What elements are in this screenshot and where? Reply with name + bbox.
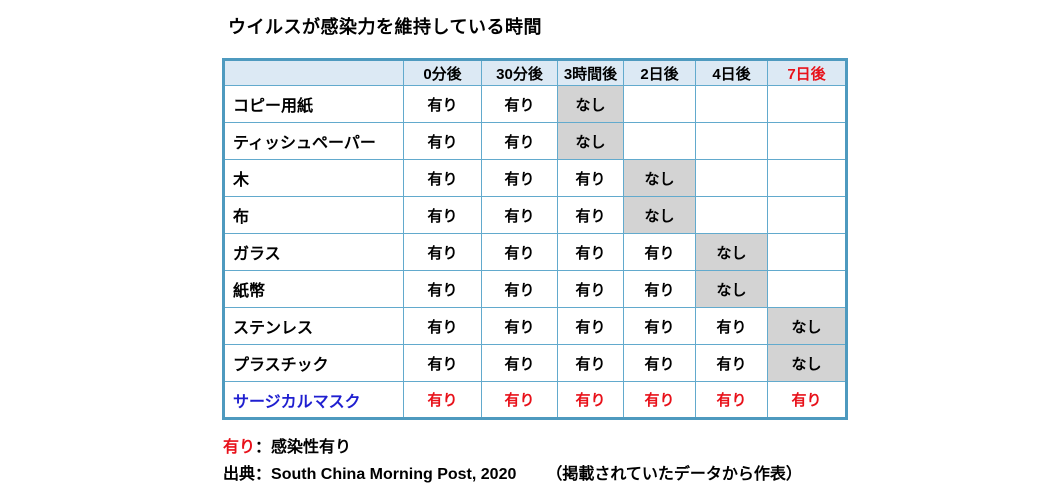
row-label-cell: ガラス xyxy=(223,233,404,271)
absent-cell: なし xyxy=(767,307,847,345)
present-cell: 有り xyxy=(403,270,482,308)
present-cell: 有り xyxy=(481,307,558,345)
present-cell: 有り xyxy=(623,381,696,419)
header-cell-time: 3時間後 xyxy=(557,59,624,86)
present-cell: 有り xyxy=(767,381,847,419)
source-label: 出典： xyxy=(223,466,272,483)
present-cell: 有り xyxy=(403,85,482,123)
empty-cell xyxy=(695,122,768,160)
row-label-cell: ステンレス xyxy=(223,307,404,345)
present-cell: 有り xyxy=(481,159,558,197)
header-cell-surface xyxy=(223,59,404,86)
row-label-cell: ティッシュペーパー xyxy=(223,122,404,160)
present-cell: 有り xyxy=(481,344,558,382)
table-row: コピー用紙 有り 有り なし xyxy=(223,85,847,123)
present-cell: 有り xyxy=(403,233,482,271)
header-row: 0分後 30分後 3時間後 2日後 4日後 7日後 xyxy=(223,59,847,86)
present-cell: 有り xyxy=(557,307,624,345)
header-cell-time: 2日後 xyxy=(623,59,696,86)
empty-cell xyxy=(695,159,768,197)
figure-title: ウイルスが感染力を維持している時間 xyxy=(228,17,542,37)
empty-cell xyxy=(695,196,768,234)
present-cell: 有り xyxy=(557,344,624,382)
absent-cell: なし xyxy=(623,159,696,197)
present-cell: 有り xyxy=(557,270,624,308)
absent-cell: なし xyxy=(623,196,696,234)
source-remark: （掲載されていたデータから作表） xyxy=(546,466,802,483)
empty-cell xyxy=(767,122,847,160)
present-cell: 有り xyxy=(623,307,696,345)
table-row: 布有り 有り 有り なし xyxy=(223,196,847,234)
present-cell: 有り xyxy=(481,122,558,160)
present-cell: 有り xyxy=(557,381,624,419)
present-cell: 有り xyxy=(481,270,558,308)
present-cell: 有り xyxy=(403,196,482,234)
absent-cell: なし xyxy=(557,122,624,160)
present-cell: 有り xyxy=(623,344,696,382)
present-cell: 有り xyxy=(403,344,482,382)
table-row: サージカルマスク 有り 有り 有り 有り 有り 有り xyxy=(223,381,847,419)
present-cell: 有り xyxy=(403,307,482,345)
absent-cell: なし xyxy=(767,344,847,382)
empty-cell xyxy=(767,85,847,123)
absent-cell: なし xyxy=(557,85,624,123)
header-cell-time: 7日後 xyxy=(767,59,847,86)
empty-cell xyxy=(623,122,696,160)
legend-note: 有り：感染性有り xyxy=(223,433,351,457)
present-cell: 有り xyxy=(695,344,768,382)
table-row: 木有り 有り 有り なし xyxy=(223,159,847,197)
present-cell: 有り xyxy=(481,233,558,271)
empty-cell xyxy=(767,233,847,271)
table-header-row: 0分後 30分後 3時間後 2日後 4日後 7日後 xyxy=(223,59,847,86)
absent-cell: なし xyxy=(695,270,768,308)
table-row: ガラス 有り 有り 有り 有り なし xyxy=(223,233,847,271)
present-cell: 有り xyxy=(695,381,768,419)
present-cell: 有り xyxy=(557,233,624,271)
source-text: South China Morning Post, 2020 xyxy=(271,466,517,483)
row-label-cell: コピー用紙 xyxy=(223,85,404,123)
row-label-cell: 紙幣 xyxy=(223,270,404,308)
empty-cell xyxy=(767,270,847,308)
header-cell-time: 4日後 xyxy=(695,59,768,86)
present-cell: 有り xyxy=(403,159,482,197)
table-row: ステンレス 有り 有り 有り 有り 有り なし xyxy=(223,307,847,345)
present-cell: 有り xyxy=(481,196,558,234)
present-cell: 有り xyxy=(623,270,696,308)
header-cell-time: 30分後 xyxy=(481,59,558,86)
row-label-cell: サージカルマスク xyxy=(223,381,404,419)
present-cell: 有り xyxy=(481,85,558,123)
header-cell-time: 0分後 xyxy=(403,59,482,86)
row-label-cell: 木 xyxy=(223,159,404,197)
empty-cell xyxy=(695,85,768,123)
empty-cell xyxy=(767,159,847,197)
table-body: コピー用紙 有り 有り なし ティッシュペーパー 有り 有り なし木有り 有り 有り なし布有り 有り… xyxy=(223,85,847,419)
present-cell: 有り xyxy=(481,381,558,419)
empty-cell xyxy=(623,85,696,123)
present-cell: 有り xyxy=(695,307,768,345)
row-label-cell: プラスチック xyxy=(223,344,404,382)
present-cell: 有り xyxy=(403,381,482,419)
virus-survival-table: 0分後 30分後 3時間後 2日後 4日後 7日後 コピー用紙 有り 有り なし ティッシュペーパ… xyxy=(222,58,848,420)
present-cell: 有り xyxy=(557,159,624,197)
present-cell: 有り xyxy=(557,196,624,234)
row-label-cell: 布 xyxy=(223,196,404,234)
table-row: プラスチック 有り 有り 有り 有り 有り なし xyxy=(223,344,847,382)
legend-description: ：感染性有り xyxy=(255,439,352,456)
empty-cell xyxy=(767,196,847,234)
absent-cell: なし xyxy=(695,233,768,271)
table-row: 紙幣 有り 有り 有り 有り なし xyxy=(223,270,847,308)
present-cell: 有り xyxy=(623,233,696,271)
present-cell: 有り xyxy=(403,122,482,160)
table-row: ティッシュペーパー 有り 有り なし xyxy=(223,122,847,160)
source-note: 出典：South China Morning Post, 2020 （掲載されてい… xyxy=(223,460,802,484)
legend-key-text: 有り xyxy=(223,439,256,456)
